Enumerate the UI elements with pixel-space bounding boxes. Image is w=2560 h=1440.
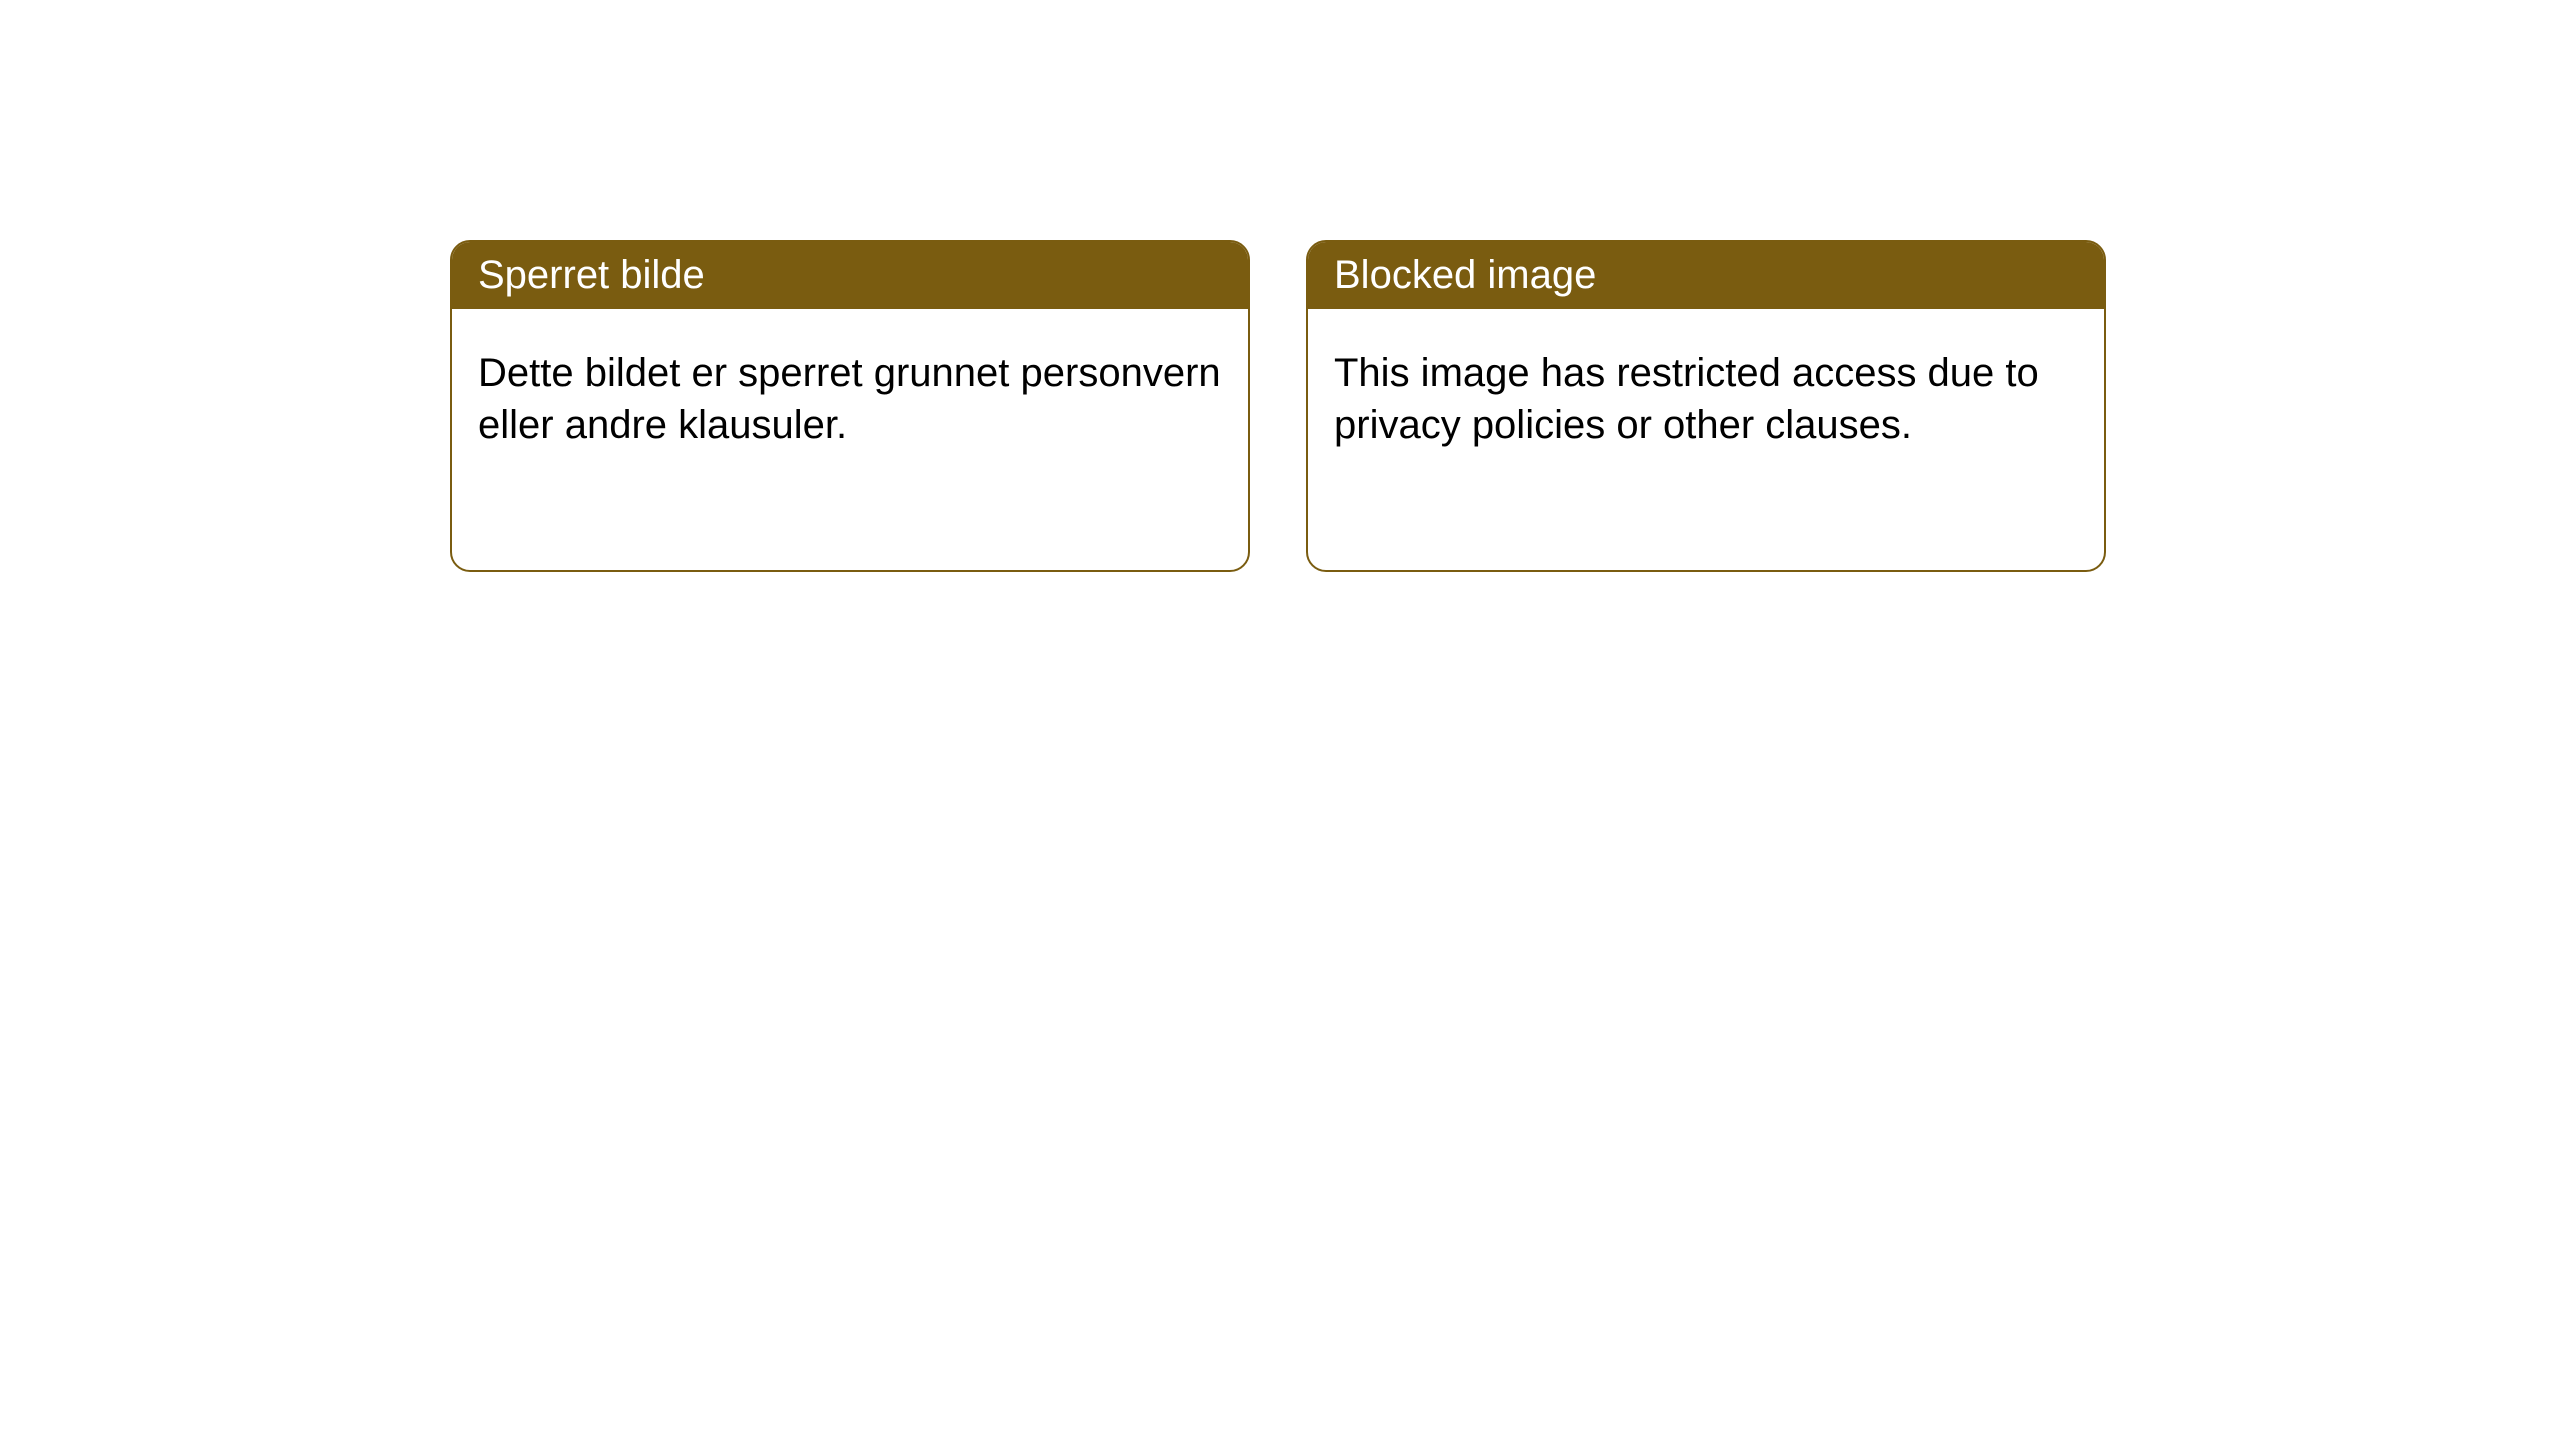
blocked-image-card-norwegian: Sperret bilde Dette bildet er sperret gr…	[450, 240, 1250, 572]
card-title: Sperret bilde	[478, 253, 705, 297]
card-body: This image has restricted access due to …	[1308, 309, 2104, 489]
blocked-image-card-english: Blocked image This image has restricted …	[1306, 240, 2106, 572]
card-body-text: Dette bildet er sperret grunnet personve…	[478, 351, 1221, 447]
card-body-text: This image has restricted access due to …	[1334, 351, 2039, 447]
card-header: Sperret bilde	[452, 242, 1248, 309]
notice-cards-container: Sperret bilde Dette bildet er sperret gr…	[450, 240, 2106, 572]
card-body: Dette bildet er sperret grunnet personve…	[452, 309, 1248, 489]
card-header: Blocked image	[1308, 242, 2104, 309]
card-title: Blocked image	[1334, 253, 1596, 297]
